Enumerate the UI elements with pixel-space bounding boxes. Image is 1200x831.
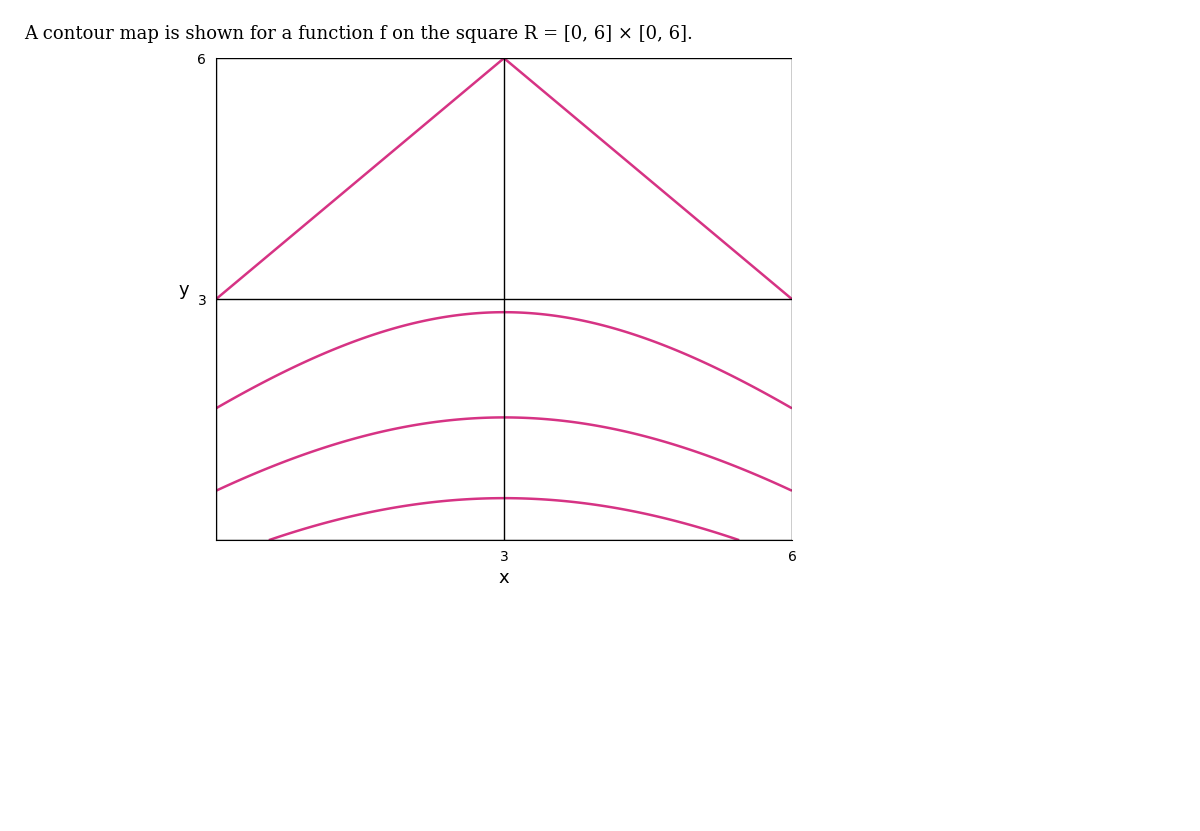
Text: A contour map is shown for a function f on the square R = [0, 6] × [0, 6].: A contour map is shown for a function f … xyxy=(24,25,692,43)
X-axis label: x: x xyxy=(499,569,509,588)
Y-axis label: y: y xyxy=(179,281,188,299)
